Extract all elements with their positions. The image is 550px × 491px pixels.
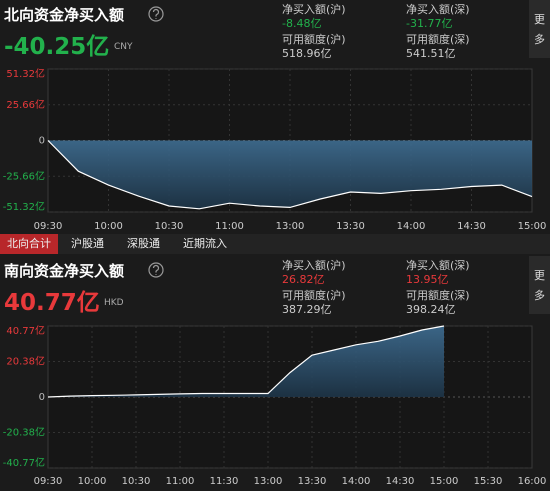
help-circle: [148, 6, 164, 22]
currency: CNY: [114, 42, 133, 52]
x-tick-label: 15:30: [474, 476, 503, 487]
chart: 40.77亿 20.38亿 0 -20.38亿 -40.77亿 09:30 10:00 10:…: [3, 324, 547, 487]
tab-bar: 北向合计 沪股通 深股通 近期流入: [0, 234, 550, 254]
help-icon[interactable]: [148, 6, 164, 22]
x-tick-label: 09:30: [34, 221, 63, 232]
x-tick-label: 14:00: [397, 221, 426, 232]
x-tick-label: 10:00: [94, 221, 123, 232]
panel-title: 南向资金净买入额: [4, 262, 125, 280]
stat-label: 可用额度(深): [406, 33, 470, 46]
x-tick-label: 13:00: [276, 221, 305, 232]
stat-value: -31.77亿: [406, 17, 453, 30]
x-tick-label: 14:30: [386, 476, 415, 487]
stat-label: 可用额度(沪): [282, 289, 346, 302]
y-tick-label: -20.38亿: [3, 425, 45, 438]
area: [48, 326, 444, 397]
x-tick-label: 11:00: [215, 221, 244, 232]
stat-label: 净买入额(深): [406, 3, 470, 16]
tab[interactable]: 沪股通: [71, 237, 104, 250]
currency: HKD: [104, 298, 124, 308]
help-icon[interactable]: [148, 262, 164, 278]
y-tick-label: 0: [39, 136, 45, 147]
stat-label: 净买入额(沪): [282, 259, 346, 272]
y-tick-label: 20.38亿: [6, 355, 45, 368]
tab[interactable]: 近期流入: [183, 237, 227, 250]
x-tick-label: 10:30: [155, 221, 184, 232]
x-tick-label: 13:00: [254, 476, 283, 487]
help-mark: [152, 264, 160, 275]
stat-label: 可用额度(深): [406, 289, 470, 302]
stat-value: 518.96亿: [282, 47, 332, 60]
stat-label: 净买入额(沪): [282, 3, 346, 16]
x-tick-label: 09:30: [34, 476, 63, 487]
stat-label: 可用额度(沪): [282, 33, 346, 46]
line: [47, 140, 533, 210]
x-tick-label: 16:00: [518, 476, 547, 487]
stat-label: 净买入额(深): [406, 259, 470, 272]
stat-value: 26.82亿: [282, 273, 325, 286]
stat-value: -8.48亿: [282, 17, 322, 30]
y-tick-label: 51.32亿: [6, 67, 45, 80]
x-tick-label: 13:30: [298, 476, 327, 487]
x-tick-label: 14:00: [342, 476, 371, 487]
y-tick-label: -25.66亿: [3, 169, 45, 182]
x-tick-label: 13:30: [336, 221, 365, 232]
area: [48, 140, 532, 209]
x-tick-label: 15:00: [518, 221, 547, 232]
panel-title: 北向资金净买入额: [4, 6, 125, 24]
x-tick-label: 10:00: [78, 476, 107, 487]
stat-value: 541.51亿: [406, 47, 456, 60]
x-tick-label: 15:00: [430, 476, 459, 487]
y-tick-label: -40.77亿: [3, 456, 45, 469]
net-total: -40.25亿: [4, 34, 110, 60]
help-mark: [152, 8, 160, 19]
stat-value: 13.95亿: [406, 273, 449, 286]
x-tick-label: 14:30: [457, 221, 486, 232]
y-tick-label: 40.77亿: [6, 324, 45, 337]
tab[interactable]: 北向合计: [0, 234, 58, 254]
help-circle: [148, 262, 164, 278]
y-tick-label: 25.66亿: [6, 98, 45, 111]
y-tick-label: -51.32亿: [3, 200, 45, 213]
y-tick-label: 0: [39, 392, 45, 403]
x-tick-label: 11:00: [166, 476, 195, 487]
more-button[interactable]: 更多: [529, 256, 550, 314]
x-tick-label: 10:30: [122, 476, 151, 487]
line: [47, 325, 445, 398]
more-button[interactable]: 更多: [529, 0, 550, 58]
x-tick-label: 11:30: [210, 476, 239, 487]
tab[interactable]: 深股通: [127, 237, 160, 250]
net-total: 40.77亿: [4, 290, 100, 316]
stat-value: 398.24亿: [406, 303, 456, 316]
stat-value: 387.29亿: [282, 303, 332, 316]
chart: 51.32亿 25.66亿 0 -25.66亿 -51.32亿 09:30 10:00 10:…: [3, 67, 547, 232]
